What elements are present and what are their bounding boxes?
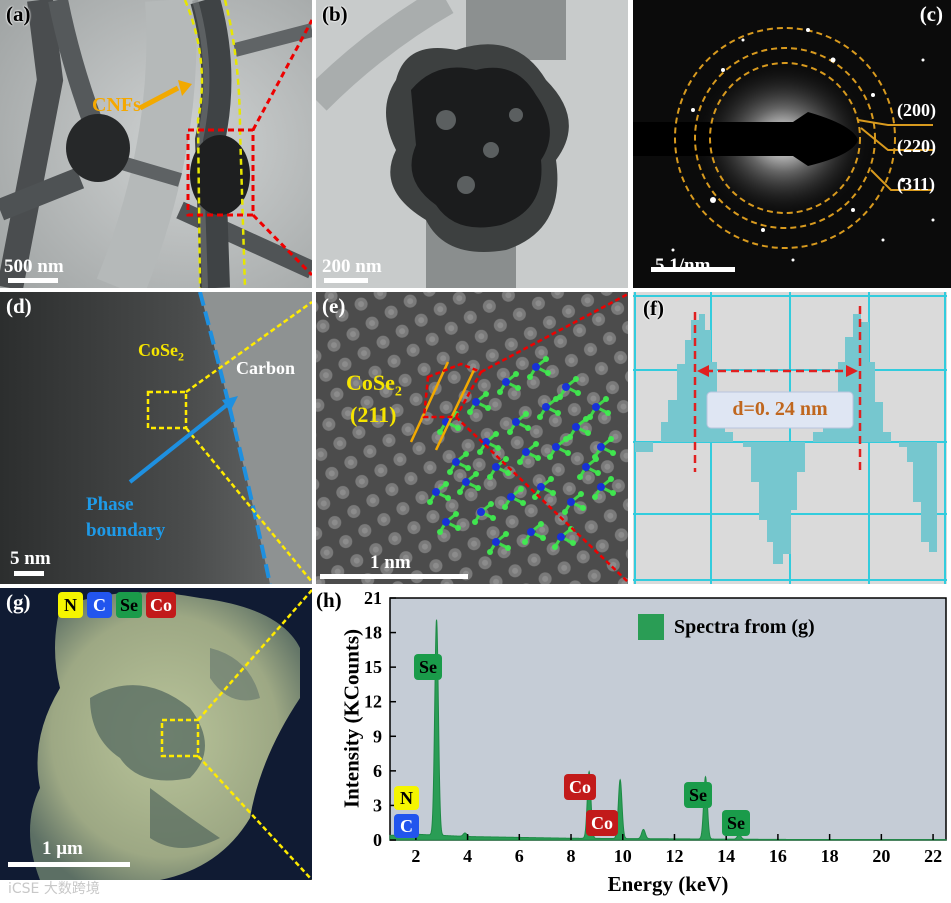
- panel-e-label: (e): [322, 294, 346, 318]
- panel-d-hrtem-image: (d) CoSe2 Carbon Phase boundary 5 nm: [0, 292, 312, 584]
- panel-f-label: (f): [643, 296, 664, 320]
- peak-label-se-main: Se: [414, 654, 442, 680]
- x-tick-label: 4: [463, 846, 472, 866]
- spectrum-area: [389, 619, 947, 841]
- y-tick-label: 9: [373, 726, 382, 746]
- panel-c-scale-text: 5 1/nm: [655, 255, 711, 276]
- phase-boundary-line1: Phase: [86, 494, 134, 515]
- x-tick-label: 10: [614, 846, 632, 866]
- panel-a-tem-image: (a) CNFs 500 nm: [0, 0, 312, 288]
- panel-f-line-profile: (f) d=0. 24 nm: [633, 292, 947, 584]
- y-tick-label: 21: [364, 588, 382, 608]
- cose2-label-d: CoSe2: [138, 340, 184, 365]
- d-spacing-label: d=0. 24 nm: [732, 398, 828, 420]
- x-tick-label: 22: [924, 846, 942, 866]
- x-tick-label: 8: [567, 846, 576, 866]
- plot-area: [389, 597, 947, 841]
- peak-label-n: N: [394, 786, 419, 810]
- panel-d-label: (d): [6, 294, 32, 318]
- panel-g-scale-text: 1 μm: [42, 838, 83, 859]
- panel-g-label: (g): [6, 590, 31, 614]
- phase-boundary-label: Phase boundary: [86, 492, 165, 544]
- panel-b-label: (b): [322, 2, 348, 26]
- x-axis-label: Energy (keV): [607, 872, 729, 896]
- cose2-label-e: CoSe2: [346, 370, 402, 400]
- panel-h-eds-spectrum: 2 4 6 8 10 12 14 16 18 20 22 0 3 6 9 12 15 18 21 (h) Inte…: [316, 588, 951, 903]
- plane-211-label: (211): [350, 402, 397, 427]
- y-tick-label: 3: [373, 795, 382, 815]
- panel-d-scale-text: 5 nm: [10, 548, 51, 569]
- phase-boundary-line2: boundary: [86, 520, 166, 541]
- ring-label-220: (220): [897, 136, 936, 156]
- x-tick-label: 16: [769, 846, 787, 866]
- peak-label-se-3: Se: [722, 810, 750, 836]
- ring-label-200: (200): [897, 100, 936, 120]
- y-tick-label: 0: [373, 830, 382, 850]
- panel-a-scalebar: [8, 278, 58, 283]
- element-chip-n: N: [58, 592, 83, 618]
- legend-swatch: [638, 614, 664, 640]
- element-chips: N C Se Co: [58, 592, 176, 618]
- cose2-label-e-main: CoSe: [346, 370, 395, 395]
- panel-b-tem-image: (b) 200 nm: [316, 0, 628, 288]
- panel-g-eds-map: (g) N C Se Co 1 μm: [0, 588, 312, 880]
- peak-label-co-1: Co: [564, 774, 596, 800]
- x-tick-label: 14: [717, 846, 735, 866]
- peak-label-se-2: Se: [684, 782, 712, 808]
- x-tick-label: 2: [411, 846, 420, 866]
- watermark: iCSE 大数跨境: [8, 881, 100, 897]
- element-chip-co: Co: [146, 592, 176, 618]
- cose2-label-d-sub: 2: [178, 349, 184, 364]
- panel-e-lattice-image: (e) CoSe2 (211) 1 nm: [316, 292, 628, 584]
- cose2-label-e-sub: 2: [394, 384, 402, 400]
- panel-c-saed-pattern: (c) (200) (220) (311) 5 1/nm: [633, 0, 951, 288]
- cose2-label-d-main: CoSe: [138, 340, 178, 360]
- cnfs-annotation: CNFs: [92, 94, 141, 116]
- y-axis-label: Intensity (KCounts): [339, 628, 364, 809]
- panel-b-scalebar: [324, 278, 368, 283]
- x-tick-label: 18: [821, 846, 839, 866]
- x-tick-label: 20: [872, 846, 890, 866]
- y-tick-label: 18: [364, 623, 382, 643]
- panel-h-label: (h): [316, 588, 342, 612]
- panel-c-label: (c): [919, 2, 943, 26]
- peak-label-c: C: [394, 814, 419, 838]
- legend-label: Spectra from (g): [674, 615, 815, 638]
- panel-b-scale-text: 200 nm: [322, 256, 382, 277]
- element-chip-c: C: [87, 592, 112, 618]
- x-tick-label: 6: [515, 846, 524, 866]
- y-tick-label: 12: [364, 692, 382, 712]
- x-tick-label: 12: [665, 846, 683, 866]
- panel-e-scale-text: 1 nm: [370, 552, 411, 573]
- element-chip-se: Se: [116, 592, 142, 618]
- carbon-label: Carbon: [236, 358, 296, 378]
- panel-a-scale-text: 500 nm: [4, 256, 64, 277]
- peak-label-co-2: Co: [586, 810, 618, 836]
- legend: Spectra from (g): [638, 614, 815, 640]
- y-tick-label: 6: [373, 761, 382, 781]
- ring-label-311: (311): [897, 174, 935, 194]
- y-tick-label: 15: [364, 657, 382, 677]
- panel-a-label: (a): [6, 2, 31, 26]
